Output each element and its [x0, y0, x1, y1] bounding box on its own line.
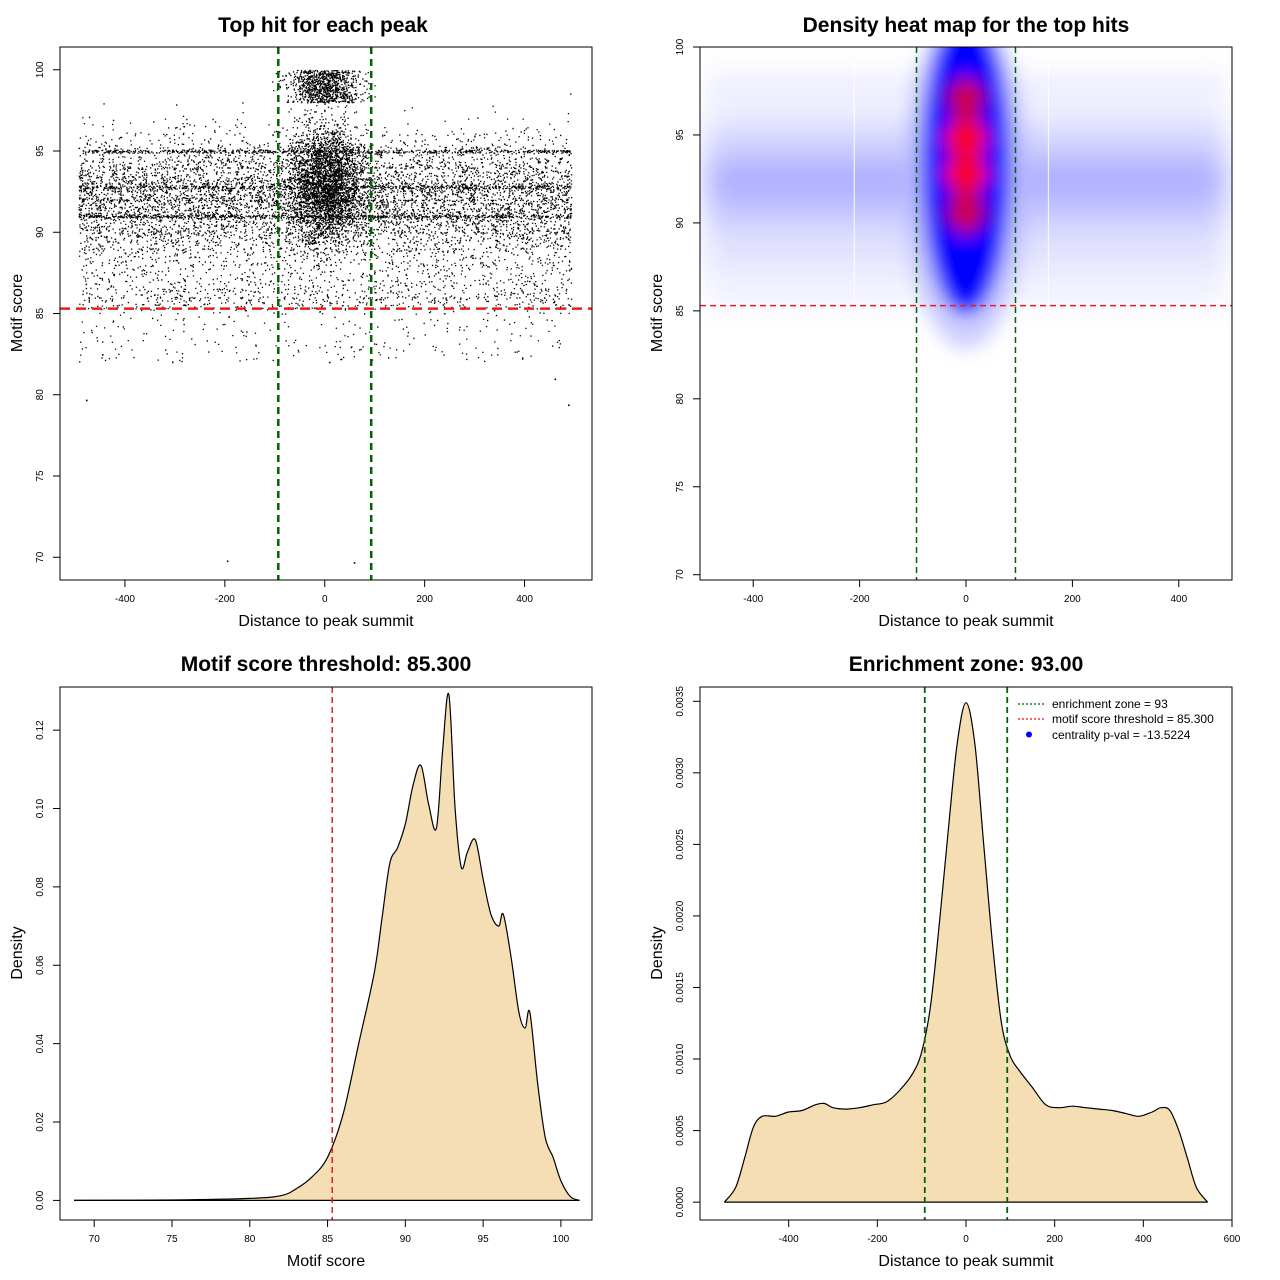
distance-density-x-tick-label: -400 — [779, 1234, 799, 1245]
score-density-y-tick-label: 0.00 — [35, 1190, 46, 1210]
score-density-x-tick-label: 85 — [322, 1234, 334, 1245]
legend-enrichment-zone-label: enrichment zone = 93 — [1052, 697, 1168, 711]
legend-pval-dot — [1026, 731, 1032, 738]
scatter-title: Top hit for each peak — [218, 14, 428, 37]
distance-density-area-fill — [724, 702, 1208, 1203]
heatmap-x-tick-label: 0 — [963, 594, 969, 605]
heatmap-x-tick-label: -400 — [743, 594, 763, 605]
heatmap-hot-ridge — [952, 76, 980, 237]
distance-density-x-tick-label: -200 — [867, 1234, 887, 1245]
score-density-plot-frame — [59, 686, 593, 1221]
distance-density-x-tick-label: 600 — [1224, 1234, 1241, 1245]
scatter-point — [226, 560, 229, 563]
distance-density-y-tick-label: 0.0025 — [675, 829, 686, 860]
score-density-y-tick-label: 0.10 — [35, 798, 46, 818]
scatter-y-tick-label: 90 — [35, 226, 46, 238]
distance-density-y-tick-label: 0.0005 — [675, 1115, 686, 1146]
heatmap-x-tick-label: -200 — [850, 594, 870, 605]
distance-density-y-tick-label: 0.0000 — [675, 1186, 686, 1217]
panel-scatter: Top hit for each peak -400 -200 0 200 400 70 7… — [9, 14, 593, 630]
score-density-title: Motif score threshold: 85.300 — [181, 653, 472, 676]
legend-pval-label: centrality p-val = -13.5224 — [1052, 728, 1191, 742]
heatmap-y-tick-label: 95 — [675, 129, 686, 141]
panel-score-density: Motif score threshold: 85.300 70 75 80 85 90… — [9, 653, 593, 1270]
heatmap-y-tick-label: 85 — [675, 305, 686, 317]
score-density-x-tick-label: 70 — [89, 1234, 101, 1245]
panel-distance-density: Enrichment zone: 93.00 -400 -200 0 200 400 60… — [649, 653, 1241, 1270]
score-density-y-tick-label: 0.04 — [35, 1033, 46, 1053]
heatmap-x-tick-label: 200 — [1064, 594, 1081, 605]
heatmap-x-label: Distance to peak summit — [878, 613, 1054, 630]
scatter-x-label: Distance to peak summit — [238, 613, 414, 630]
scatter-point — [85, 399, 88, 402]
scatter-x-tick-label: 200 — [416, 594, 433, 605]
score-density-x-label: Motif score — [287, 1253, 365, 1270]
heatmap-central-column — [904, 47, 1028, 349]
score-density-x-tick-label: 95 — [478, 1234, 490, 1245]
scatter-y-tick-label: 70 — [35, 551, 46, 563]
heatmap-title: Density heat map for the top hits — [803, 14, 1130, 37]
distance-density-x-label: Distance to peak summit — [878, 1253, 1054, 1270]
score-density-area-fill — [74, 693, 580, 1201]
heatmap-y-tick-label: 80 — [675, 393, 686, 405]
scatter-y-tick-label: 75 — [35, 470, 46, 482]
legend-threshold-label: motif score threshold = 85.300 — [1052, 712, 1214, 726]
score-density-x-tick-label: 75 — [166, 1234, 178, 1245]
score-density-y-tick-label: 0.06 — [35, 955, 46, 975]
scatter-x-tick-label: -400 — [115, 594, 135, 605]
scatter-point-cloud — [78, 69, 573, 364]
score-density-x-tick-label: 100 — [553, 1234, 570, 1245]
scatter-y-tick-label: 85 — [35, 308, 46, 320]
score-density-y-tick-label: 0.08 — [35, 877, 46, 897]
heatmap-y-tick-label: 70 — [675, 569, 686, 581]
distance-density-y-tick-label: 0.0030 — [675, 757, 686, 788]
scatter-y-label: Motif score — [9, 274, 26, 352]
heatmap-y-tick-label: 75 — [675, 481, 686, 493]
scatter-plot-frame — [59, 46, 593, 581]
distance-density-y-tick-label: 0.0010 — [675, 1043, 686, 1074]
distance-density-y-label: Density — [649, 926, 666, 979]
heatmap-x-tick-label: 400 — [1170, 594, 1187, 605]
scatter-x-tick-label: 0 — [322, 594, 328, 605]
scatter-x-tick-label: -200 — [215, 594, 235, 605]
scatter-y-tick-label: 95 — [35, 145, 46, 157]
score-density-y-tick-label: 0.12 — [35, 720, 46, 740]
score-density-x-tick-label: 80 — [244, 1234, 256, 1245]
distance-density-x-tick-label: 200 — [1046, 1234, 1063, 1245]
scatter-points — [78, 69, 573, 564]
score-density-y-tick-label: 0.02 — [35, 1112, 46, 1132]
scatter-point — [353, 562, 356, 564]
scatter-x-tick-label: 400 — [516, 594, 533, 605]
scatter-y-tick-label: 80 — [35, 389, 46, 401]
distance-density-y-tick-label: 0.0020 — [675, 900, 686, 931]
distance-density-legend: enrichment zone = 93 motif score thresho… — [1018, 697, 1214, 742]
heatmap-y-tick-label: 90 — [675, 217, 686, 229]
distance-density-curve — [723, 702, 1209, 1203]
heatmap-y-label: Motif score — [649, 274, 666, 352]
distance-density-x-tick-label: 0 — [963, 1234, 969, 1245]
panel-heatmap: Density heat map for the top hits -400 -2… — [649, 14, 1233, 630]
distance-density-y-tick-label: 0.0015 — [675, 972, 686, 1003]
scatter-y-tick-label: 100 — [35, 61, 46, 78]
distance-density-x-tick-label: 400 — [1135, 1234, 1152, 1245]
score-density-x-tick-label: 90 — [400, 1234, 412, 1245]
heatmap-y-tick-label: 100 — [675, 38, 686, 55]
heatmap-density — [705, 47, 1227, 349]
scatter-point — [568, 404, 570, 407]
scatter-point — [554, 378, 557, 381]
distance-density-title: Enrichment zone: 93.00 — [849, 653, 1084, 676]
score-density-y-label: Density — [9, 926, 26, 979]
score-density-curve — [73, 692, 580, 1201]
distance-density-y-tick-label: 0.0035 — [675, 686, 686, 717]
